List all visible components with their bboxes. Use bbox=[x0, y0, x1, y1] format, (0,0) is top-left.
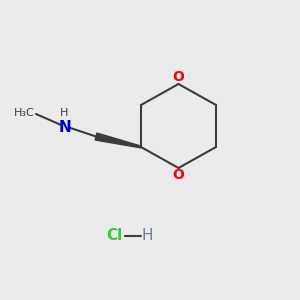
Text: O: O bbox=[172, 168, 184, 182]
Text: N: N bbox=[58, 120, 71, 135]
Text: H₃C: H₃C bbox=[14, 108, 34, 118]
Text: Cl: Cl bbox=[106, 228, 122, 243]
Text: O: O bbox=[172, 70, 184, 84]
Polygon shape bbox=[95, 133, 141, 148]
Text: H: H bbox=[60, 107, 69, 118]
Text: H: H bbox=[141, 228, 153, 243]
